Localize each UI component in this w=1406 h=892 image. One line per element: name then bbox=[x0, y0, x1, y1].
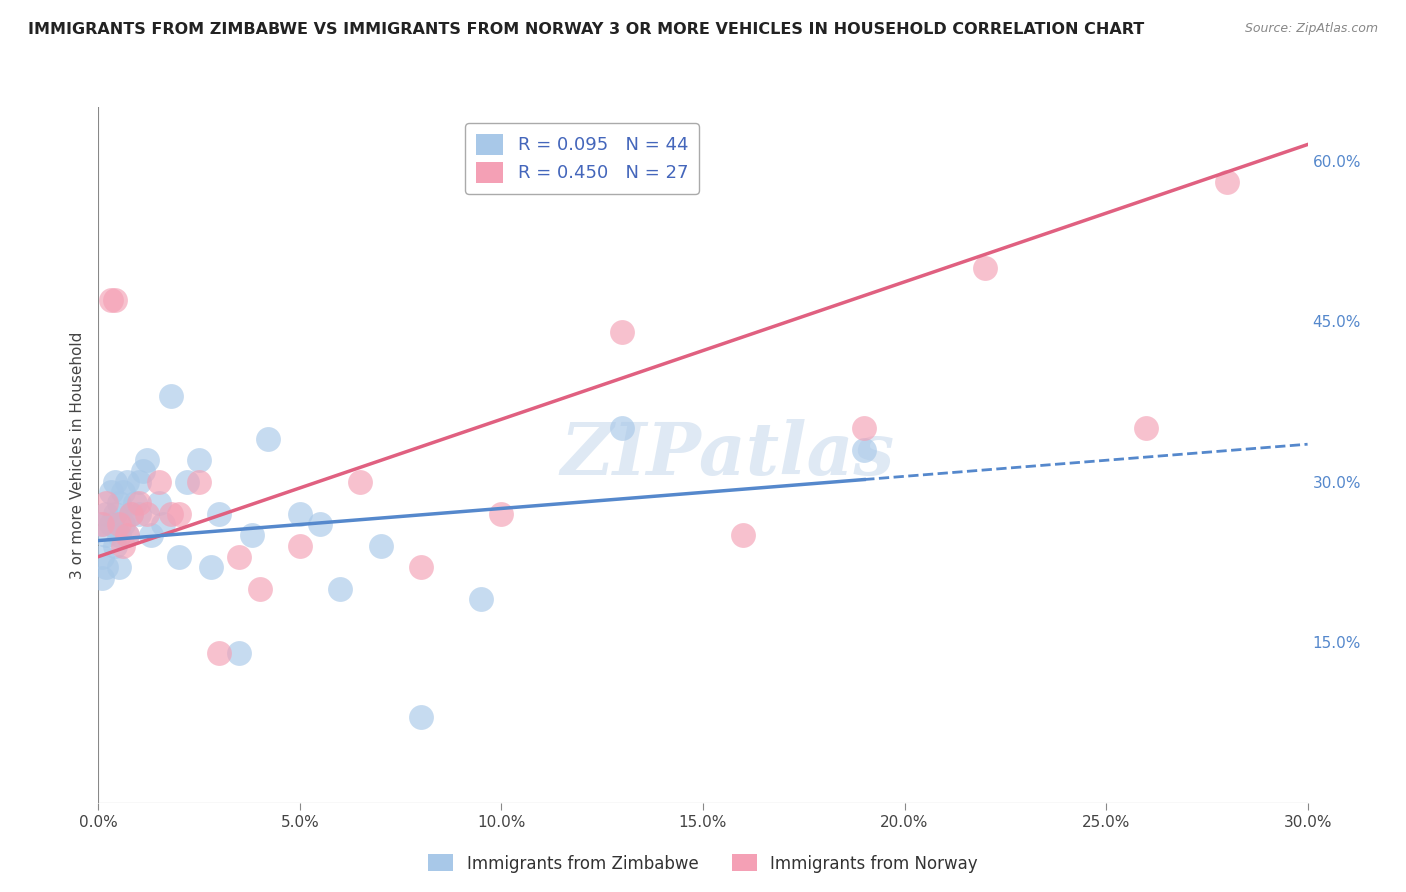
Point bbox=[148, 475, 170, 489]
Point bbox=[120, 507, 142, 521]
Point bbox=[853, 442, 876, 457]
Point bbox=[612, 325, 634, 339]
Point bbox=[329, 582, 352, 596]
Y-axis label: 3 or more Vehicles in Household: 3 or more Vehicles in Household bbox=[69, 331, 84, 579]
Point bbox=[100, 485, 122, 500]
Point bbox=[148, 496, 170, 510]
Point bbox=[1135, 421, 1157, 435]
Point bbox=[96, 496, 118, 510]
Point bbox=[107, 560, 129, 574]
Point bbox=[288, 507, 311, 521]
Point bbox=[491, 507, 513, 521]
Legend: Immigrants from Zimbabwe, Immigrants from Norway: Immigrants from Zimbabwe, Immigrants fro… bbox=[422, 847, 984, 880]
Point bbox=[91, 571, 114, 585]
Point bbox=[107, 528, 129, 542]
Point bbox=[103, 507, 125, 521]
Point bbox=[132, 464, 155, 478]
Point bbox=[249, 582, 271, 596]
Point bbox=[733, 528, 755, 542]
Point bbox=[103, 539, 125, 553]
Point bbox=[853, 421, 876, 435]
Point bbox=[107, 496, 129, 510]
Point bbox=[176, 475, 198, 489]
Point bbox=[228, 646, 250, 660]
Point bbox=[96, 507, 118, 521]
Point bbox=[152, 517, 174, 532]
Point bbox=[128, 475, 150, 489]
Point bbox=[111, 517, 134, 532]
Point bbox=[188, 453, 211, 467]
Point bbox=[111, 485, 134, 500]
Point bbox=[208, 507, 231, 521]
Point bbox=[228, 549, 250, 564]
Point bbox=[188, 475, 211, 489]
Legend: R = 0.095   N = 44, R = 0.450   N = 27: R = 0.095 N = 44, R = 0.450 N = 27 bbox=[465, 123, 699, 194]
Point bbox=[103, 475, 125, 489]
Point bbox=[309, 517, 332, 532]
Point bbox=[1216, 175, 1239, 189]
Point bbox=[135, 507, 157, 521]
Point bbox=[349, 475, 371, 489]
Point bbox=[115, 475, 138, 489]
Point bbox=[96, 560, 118, 574]
Point bbox=[256, 432, 278, 446]
Point bbox=[409, 710, 432, 724]
Point bbox=[115, 528, 138, 542]
Point bbox=[135, 453, 157, 467]
Point bbox=[128, 507, 150, 521]
Point bbox=[208, 646, 231, 660]
Point bbox=[103, 293, 125, 307]
Point bbox=[96, 528, 118, 542]
Point bbox=[470, 592, 492, 607]
Point bbox=[167, 507, 190, 521]
Point bbox=[120, 507, 142, 521]
Point bbox=[974, 260, 997, 275]
Point bbox=[100, 517, 122, 532]
Point bbox=[139, 528, 162, 542]
Text: IMMIGRANTS FROM ZIMBABWE VS IMMIGRANTS FROM NORWAY 3 OR MORE VEHICLES IN HOUSEHO: IMMIGRANTS FROM ZIMBABWE VS IMMIGRANTS F… bbox=[28, 22, 1144, 37]
Point bbox=[91, 517, 114, 532]
Point bbox=[409, 560, 432, 574]
Point bbox=[128, 496, 150, 510]
Point bbox=[160, 507, 183, 521]
Point bbox=[370, 539, 392, 553]
Text: ZIPatlas: ZIPatlas bbox=[560, 419, 894, 491]
Point bbox=[288, 539, 311, 553]
Point bbox=[200, 560, 222, 574]
Point bbox=[612, 421, 634, 435]
Point bbox=[167, 549, 190, 564]
Point bbox=[240, 528, 263, 542]
Point bbox=[91, 517, 114, 532]
Text: Source: ZipAtlas.com: Source: ZipAtlas.com bbox=[1244, 22, 1378, 36]
Point bbox=[91, 549, 114, 564]
Point bbox=[160, 389, 183, 403]
Point bbox=[115, 528, 138, 542]
Point bbox=[111, 539, 134, 553]
Point bbox=[107, 517, 129, 532]
Point bbox=[100, 293, 122, 307]
Point bbox=[124, 496, 146, 510]
